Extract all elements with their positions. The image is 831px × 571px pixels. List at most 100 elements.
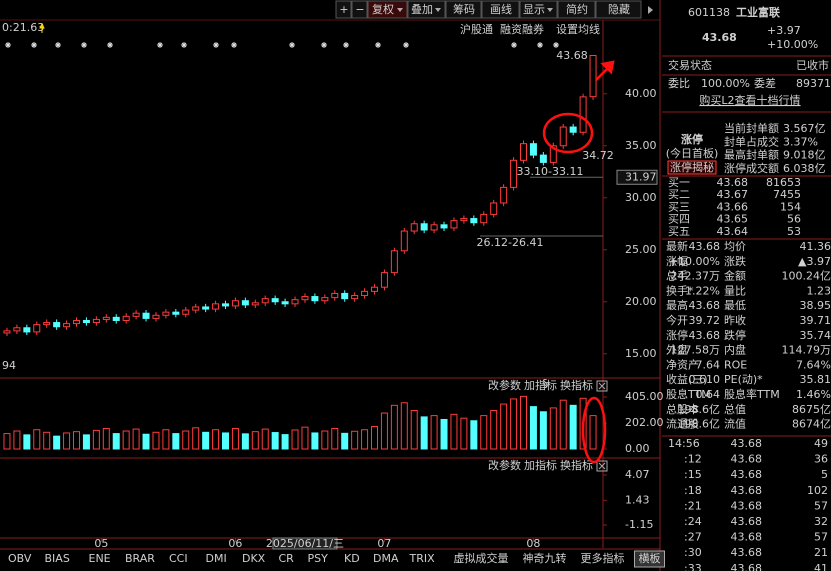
toolbar-label[interactable]: 叠加: [411, 3, 433, 16]
candle-body: [470, 218, 478, 224]
tick-time: 14:56: [668, 437, 700, 450]
indicator-tab[interactable]: 虚拟成交量: [454, 551, 509, 565]
indicator-tab[interactable]: 横板: [639, 551, 661, 565]
dropdown-arrow: [547, 8, 553, 12]
price-change: +3.97: [767, 24, 801, 37]
panel-button[interactable]: 加指标: [524, 458, 557, 472]
indicator-tab[interactable]: CCI: [169, 552, 188, 565]
toolbar-button[interactable]: [557, 0, 596, 19]
indicator-link[interactable]: 融资融券: [500, 22, 544, 36]
candle-body: [231, 300, 239, 307]
candle-body: [241, 300, 249, 306]
volume-bar: [321, 430, 329, 450]
panel-button[interactable]: 加指标: [524, 378, 557, 392]
close-box[interactable]: [596, 460, 608, 472]
indicator-tab[interactable]: DKX: [242, 552, 266, 565]
volume-bar: [510, 398, 518, 450]
toolbar-button[interactable]: [407, 0, 446, 19]
limit-button[interactable]: [667, 160, 717, 175]
panel-button[interactable]: 改参数: [488, 458, 521, 472]
value: 0.64: [696, 388, 721, 401]
x-tick-label: 05: [94, 537, 108, 550]
label: 当前封单额: [724, 121, 779, 135]
candle-body: [271, 298, 279, 303]
y-tick-label: 35.00: [625, 139, 657, 152]
panel-button[interactable]: 改参数: [488, 378, 521, 392]
value: 56: [787, 213, 801, 226]
candle-body: [311, 296, 319, 302]
label: 买一: [668, 176, 690, 189]
toolbar-button[interactable]: [481, 0, 520, 19]
indicator-tab[interactable]: KD: [344, 552, 360, 565]
toolbar-label[interactable]: 隐藏: [608, 3, 630, 16]
toolbar-label[interactable]: 画线: [490, 2, 512, 16]
tick-price: 43.68: [731, 562, 763, 571]
candle-body: [490, 202, 498, 215]
tab-selected[interactable]: [634, 550, 665, 568]
toolbar-label[interactable]: 简约: [566, 2, 588, 16]
toolbar-label[interactable]: 筹码: [453, 2, 475, 16]
indicator-link[interactable]: 沪股通: [460, 22, 493, 36]
indicator-tab[interactable]: OBV: [8, 552, 32, 565]
panel-button[interactable]: 换指标: [560, 378, 593, 392]
value: 1.46%: [796, 388, 831, 401]
y-tick-label: 0.00: [625, 442, 650, 455]
tick-price: 43.68: [731, 468, 763, 481]
indicator-link[interactable]: 设置均线: [556, 22, 600, 36]
value: 已收市: [796, 58, 829, 72]
toolbar-label[interactable]: 复权: [372, 2, 394, 16]
indicator-tab[interactable]: 更多指标: [581, 551, 625, 565]
volume-bar: [142, 433, 150, 450]
close-box[interactable]: [596, 380, 608, 392]
toolbar-button[interactable]: [335, 0, 352, 19]
stock-name: 工业富联: [736, 5, 780, 19]
l2-link[interactable]: 购买L2查看十档行情: [699, 93, 800, 107]
candle-body: [510, 159, 518, 188]
toolbar-button[interactable]: [367, 0, 408, 19]
volume-bar: [430, 415, 438, 450]
volume-bar: [33, 429, 41, 450]
indicator-tab[interactable]: 神奇九转: [523, 551, 567, 565]
label: 总手: [666, 269, 688, 283]
panel-button[interactable]: 换指标: [560, 458, 593, 472]
volume-bar: [559, 399, 567, 450]
limit-button-label[interactable]: 涨停揭秘: [670, 160, 714, 174]
event-star: [511, 42, 517, 48]
label: 量比: [724, 284, 746, 297]
indicator-tab[interactable]: DMA: [373, 552, 399, 565]
candle-body: [480, 213, 488, 224]
value: 7.64: [696, 358, 721, 371]
value: 154: [780, 200, 801, 213]
candle-body: [539, 154, 547, 163]
candle-body: [520, 143, 527, 161]
label: 均价: [724, 240, 746, 253]
toolbar-button[interactable]: [351, 0, 368, 19]
indicator-tab[interactable]: PSY: [308, 552, 329, 565]
indicator-tab[interactable]: BRAR: [125, 552, 155, 565]
label: 内盘: [724, 343, 746, 357]
toolbar-button[interactable]: [445, 0, 482, 19]
volume-bar: [172, 433, 180, 450]
indicator-tab[interactable]: TRIX: [409, 552, 436, 565]
volume-bar: [261, 428, 269, 450]
label: 涨停: [666, 328, 688, 342]
volume-bar: [371, 426, 378, 450]
label: 买五: [668, 225, 690, 238]
toolbar-label[interactable]: +: [339, 3, 348, 16]
label: 买三: [668, 200, 690, 213]
toolbar-label[interactable]: 显示: [523, 3, 545, 16]
toolbar-button[interactable]: [595, 0, 642, 19]
volume-bar: [102, 427, 110, 450]
indicator-tab[interactable]: CR: [279, 552, 295, 565]
dropdown-arrow: [435, 8, 441, 12]
label: 买二: [668, 188, 690, 201]
tick-price: 43.68: [731, 546, 763, 559]
expand-arrow[interactable]: [648, 6, 653, 14]
indicator-tab[interactable]: ENE: [89, 552, 111, 565]
label: 封单占成交: [724, 134, 779, 148]
indicator-tab[interactable]: DMI: [206, 552, 227, 565]
toolbar-button[interactable]: [519, 0, 558, 19]
indicator-tab[interactable]: BIAS: [45, 552, 70, 565]
toolbar-label[interactable]: −: [355, 3, 364, 16]
volume-bar: [529, 406, 537, 450]
